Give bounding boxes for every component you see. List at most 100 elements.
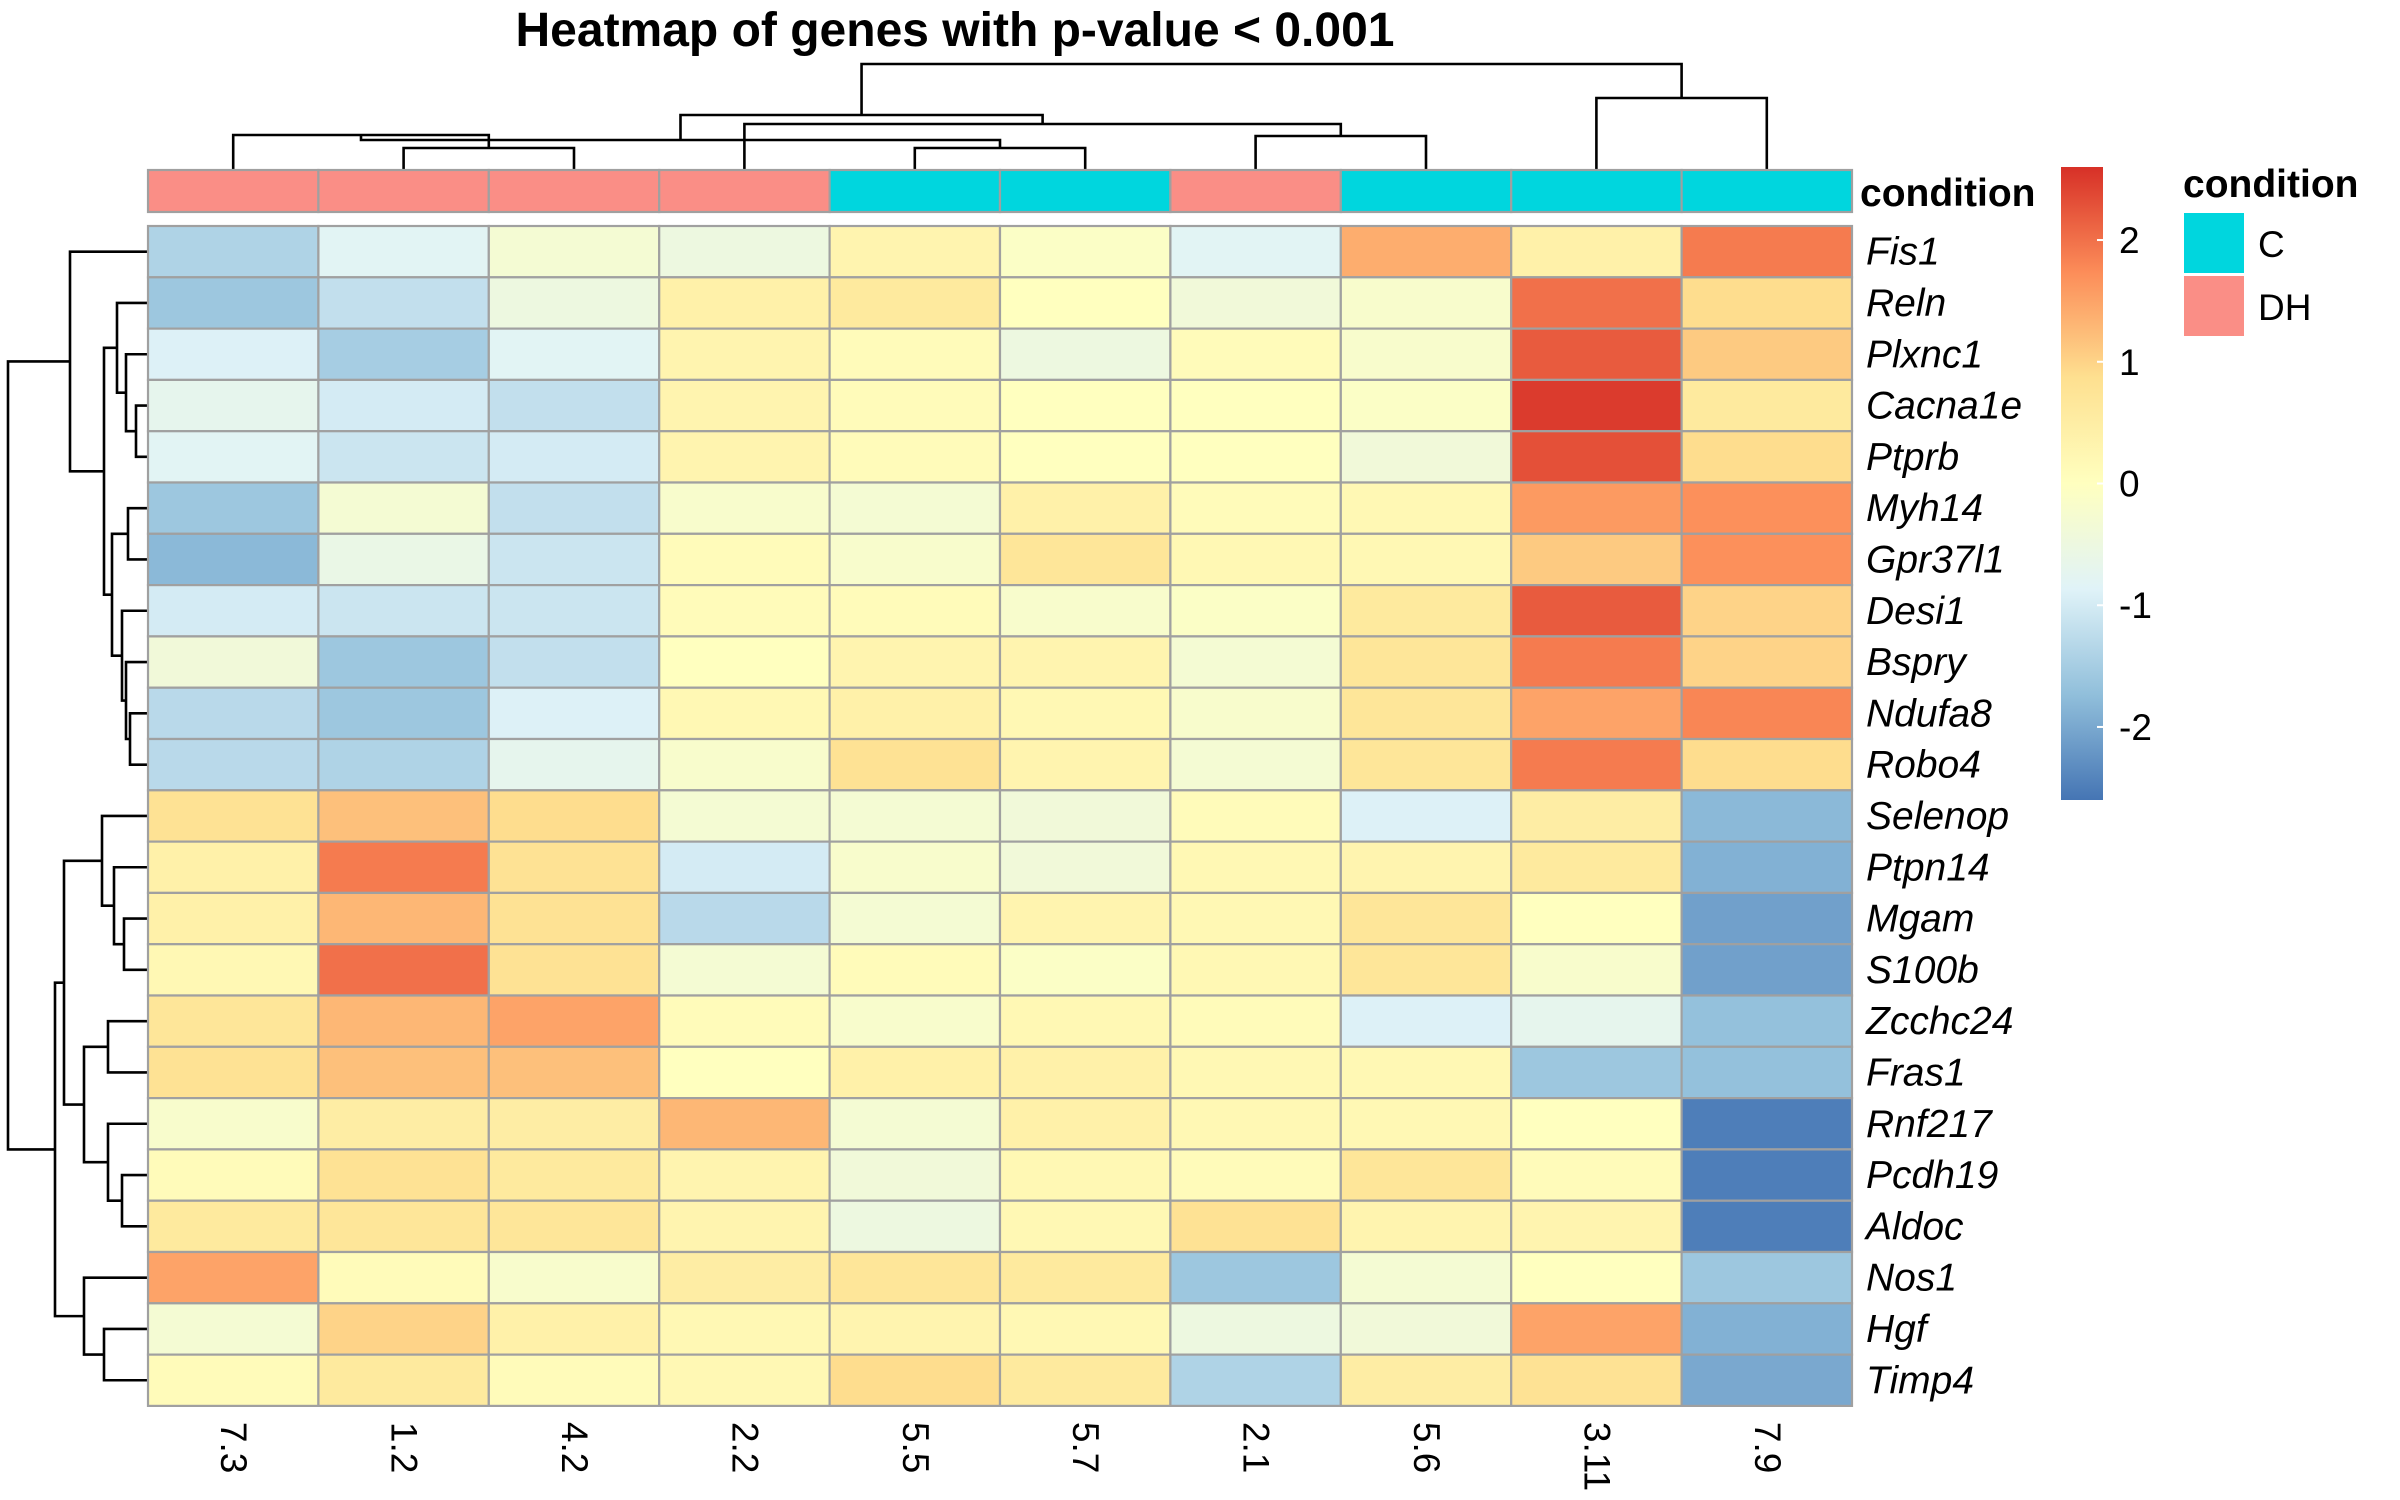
row-dendrogram-link [120, 1173, 148, 1228]
heatmap-cell-timp4-2-1 [1169, 1353, 1342, 1407]
heatmap-cell-fras1-3-11 [1510, 1045, 1683, 1100]
heatmap-cell-ndufa8-7-9 [1680, 686, 1854, 741]
heatmap-cell-rnf217-2-1 [1169, 1096, 1342, 1151]
heatmap-cell-reln-1-2 [317, 276, 490, 330]
annotation-cell-7-9 [1680, 168, 1854, 214]
heatmap-cell-hgf-2-2 [658, 1302, 831, 1356]
heatmap-cell-nos1-2-2 [658, 1250, 831, 1305]
condition-legend: condition C DH [2182, 163, 2358, 338]
heatmap-cell-ptprb-7-3 [146, 430, 320, 484]
heatmap-cell-robo4-7-9 [1680, 737, 1854, 792]
gene-label-reln: Reln [1866, 282, 1946, 325]
heatmap-cell-aldoc-2-2 [658, 1199, 831, 1254]
heatmap-cell-mgam-5-6 [1339, 891, 1513, 946]
heatmap-cell-cacna1e-5-5 [828, 378, 1002, 433]
heatmap-cell-gpr37l1-3-11 [1510, 532, 1683, 587]
condition-legend-label-dh: DH [2258, 287, 2311, 328]
heatmap-cell-mgam-4-2 [487, 891, 661, 946]
heatmap-cell-pcdh19-2-2 [658, 1148, 831, 1202]
heatmap-cell-fis1-5-5 [828, 224, 1002, 279]
column-dendrogram [231, 62, 1769, 170]
heatmap-cell-robo4-3-11 [1510, 737, 1683, 792]
heatmap-cell-plxnc1-5-7 [998, 327, 1172, 382]
heatmap-cell-plxnc1-7-3 [146, 327, 320, 382]
gene-label-rnf217: Rnf217 [1866, 1103, 1993, 1146]
heatmap-cell-zcchc24-1-2 [317, 994, 490, 1048]
heatmap-cell-fis1-5-7 [998, 224, 1172, 279]
annotation-cell-2-2 [658, 168, 831, 214]
heatmap-cell-ndufa8-2-2 [658, 686, 831, 741]
heatmap-cell-ptpn14-5-5 [828, 840, 1002, 894]
heatmap-cell-cacna1e-5-7 [998, 378, 1172, 433]
gene-label-desi1: Desi1 [1866, 590, 1966, 633]
heatmap-cell-pcdh19-5-5 [828, 1148, 1002, 1202]
heatmap-cell-ptprb-2-1 [1169, 430, 1342, 484]
heatmap-cell-s100b-5-5 [828, 943, 1002, 997]
heatmap-cell-robo4-2-1 [1169, 737, 1342, 792]
annotation-cell-5-6 [1339, 168, 1513, 214]
heatmap-cell-desi1-4-2 [487, 583, 661, 638]
heatmap-cell-ptprb-7-9 [1680, 430, 1854, 484]
heatmap-cell-ptpn14-1-2 [317, 840, 490, 894]
heatmap-cell-mgam-7-9 [1680, 891, 1854, 946]
heatmap-cell-nos1-3-11 [1510, 1250, 1683, 1305]
heatmap-cell-mgam-3-11 [1510, 891, 1683, 946]
row-dendrogram-link [102, 1327, 148, 1382]
heatmap-cell-bspry-5-7 [998, 635, 1172, 689]
heatmap-cell-fis1-4-2 [487, 224, 661, 279]
gene-label-hgf: Hgf [1866, 1308, 1931, 1351]
heatmap-cell-cacna1e-5-6 [1339, 378, 1513, 433]
heatmap-cell-pcdh19-4-2 [487, 1148, 661, 1202]
column-dendrogram-link [913, 146, 1087, 170]
heatmap-cell-zcchc24-5-7 [998, 994, 1172, 1048]
gene-label-fis1: Fis1 [1866, 231, 1940, 274]
heatmap-cell-gpr37l1-2-1 [1169, 532, 1342, 587]
heatmap-cell-bspry-5-6 [1339, 635, 1513, 689]
column-dendrogram-link [1254, 134, 1428, 170]
heatmap-cell-reln-2-2 [658, 276, 831, 330]
heatmap-cell-cacna1e-7-3 [146, 378, 320, 433]
row-dendrogram-link [6, 360, 70, 1151]
heatmap-cell-nos1-4-2 [487, 1250, 661, 1305]
heatmap-cell-zcchc24-2-2 [658, 994, 831, 1048]
row-dendrogram-link [115, 301, 148, 395]
heatmap-cell-cacna1e-7-9 [1680, 378, 1854, 433]
heatmap-cell-fras1-7-3 [146, 1045, 320, 1100]
heatmap-cell-reln-7-9 [1680, 276, 1854, 330]
gene-label-selenop: Selenop [1866, 795, 2009, 838]
heatmap-cell-s100b-7-3 [146, 943, 320, 997]
column-dendrogram-link [679, 113, 1044, 140]
heatmap-cell-fis1-7-9 [1680, 224, 1854, 279]
heatmap-cell-rnf217-5-5 [828, 1096, 1002, 1151]
heatmap-cell-bspry-2-2 [658, 635, 831, 689]
heatmap-cell-myh14-5-6 [1339, 481, 1513, 535]
heatmap-cell-ndufa8-3-11 [1510, 686, 1683, 741]
annotation-row-label: condition [1860, 172, 2035, 215]
heatmap-cell-ndufa8-1-2 [317, 686, 490, 741]
heatmap-cell-selenop-5-5 [828, 789, 1002, 843]
heatmap-cell-aldoc-2-1 [1169, 1199, 1342, 1254]
heatmap-cell-fis1-5-6 [1339, 224, 1513, 279]
heatmap-cell-fras1-5-6 [1339, 1045, 1513, 1100]
heatmap-cell-robo4-5-7 [998, 737, 1172, 792]
heatmap-cell-plxnc1-3-11 [1510, 327, 1683, 382]
heatmap-cell-plxnc1-5-5 [828, 327, 1002, 382]
sample-label-2-1: 2.1 [1236, 1422, 1277, 1473]
heatmap-cell-robo4-5-5 [828, 737, 1002, 792]
color-scale-ticks: -2 -1 0 1 2 [2097, 220, 2152, 748]
gene-label-nos1: Nos1 [1866, 1257, 1957, 1300]
heatmap-cell-s100b-5-6 [1339, 943, 1513, 997]
heatmap-cell-timp4-2-2 [658, 1353, 831, 1407]
heatmap-cell-gpr37l1-7-3 [146, 532, 320, 587]
row-dendrogram [6, 250, 148, 1382]
heatmap-cell-myh14-2-2 [658, 481, 831, 535]
row-dendrogram-link [106, 1122, 148, 1202]
row-dendrogram-link [110, 532, 128, 657]
heatmap-cell-gpr37l1-5-5 [828, 532, 1002, 587]
heatmap-cell-bspry-7-9 [1680, 635, 1854, 689]
heatmap-cell-myh14-2-1 [1169, 481, 1342, 535]
heatmap-cell-plxnc1-7-9 [1680, 327, 1854, 382]
gene-label-ptprb: Ptprb [1866, 436, 1959, 479]
heatmap-cell-timp4-5-7 [998, 1353, 1172, 1407]
heatmap-cell-s100b-2-1 [1169, 943, 1342, 997]
